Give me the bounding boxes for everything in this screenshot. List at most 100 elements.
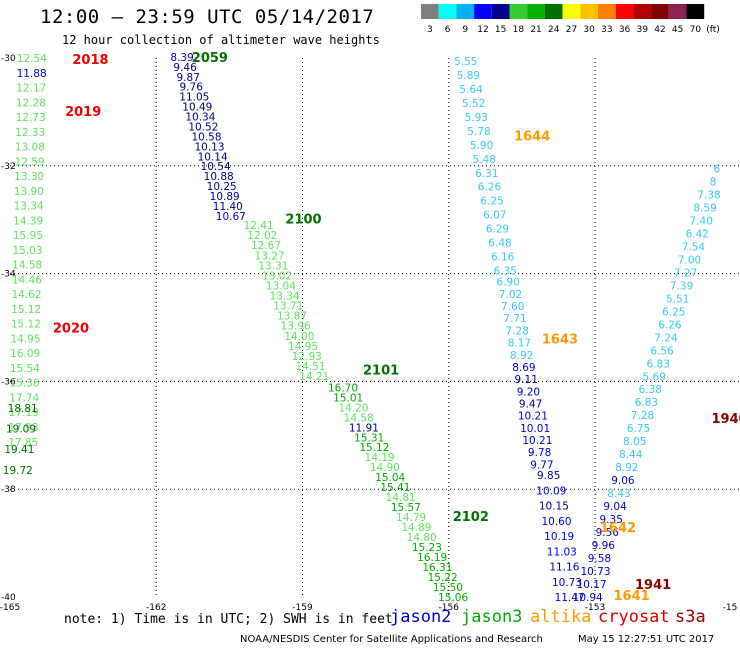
swh-value: 15.36 <box>9 378 39 390</box>
swh-value: 8.92 <box>510 350 533 362</box>
y-tick-label: -30 <box>1 54 16 64</box>
swh-value: 15.03 <box>12 245 42 257</box>
swh-value: 10.88 <box>204 171 234 183</box>
swh-value: 15.57 <box>391 502 421 514</box>
swh-value: 8 <box>710 177 717 189</box>
swh-value: 6 <box>714 164 721 176</box>
x-tick-label: -153 <box>585 603 605 613</box>
pass-time-label: 2101 <box>363 364 399 379</box>
swh-value: 7.02 <box>499 289 522 301</box>
sat-label-s3a: s3a <box>675 607 706 627</box>
swh-value: 13.31 <box>258 260 288 272</box>
swh-value: 6.35 <box>494 265 517 277</box>
legend-swatch-6 <box>438 4 457 19</box>
swh-value: 18.81 <box>8 403 38 415</box>
swh-value: 6.29 <box>486 224 509 236</box>
legend-swatch-15 <box>491 4 510 19</box>
legend-label-24: 24 <box>548 25 560 35</box>
swh-value: 14.80 <box>407 532 437 544</box>
swh-value: 9.56 <box>596 527 620 539</box>
legend-swatch-39 <box>633 4 652 19</box>
legend-swatch-42 <box>651 4 669 19</box>
page-title: 12:00 – 23:59 UTC 05/14/2017 <box>40 6 375 28</box>
swh-value: 6.26 <box>478 182 502 194</box>
x-tick-label: -156 <box>439 603 460 613</box>
pass-time-label: 1941 <box>635 578 671 593</box>
swh-value: 6.83 <box>647 358 670 370</box>
swh-value: 14.58 <box>344 412 374 424</box>
swh-value: 13.27 <box>255 250 285 262</box>
swh-value: 14.21 <box>299 371 329 383</box>
swh-value: 10.01 <box>520 423 550 435</box>
y-tick-label: -34 <box>1 270 16 280</box>
pass-time-label: 2100 <box>285 213 321 228</box>
swh-value: 10.94 <box>573 592 603 604</box>
legend-label-36: 36 <box>619 25 631 35</box>
swh-value: 15.95 <box>13 230 43 242</box>
legend-label-27: 27 <box>566 25 577 35</box>
swh-value: 7.28 <box>506 325 529 337</box>
legend-label-9: 9 <box>462 25 468 35</box>
legend-label-42: 42 <box>654 25 665 35</box>
swh-value: 9.58 <box>588 553 611 565</box>
swh-value: 6.26 <box>658 319 682 331</box>
swh-value: 11.40 <box>213 201 243 213</box>
swh-value: 10.14 <box>198 151 228 163</box>
swh-value: 12.41 <box>244 220 274 232</box>
swh-value: 10.17 <box>577 579 607 591</box>
swh-value: 11.47 <box>555 592 585 604</box>
swh-value: 10.58 <box>191 131 221 143</box>
legend-label-3: 3 <box>427 25 433 35</box>
y-tick-label: -38 <box>1 485 16 495</box>
pass-time-label: 2102 <box>453 510 489 525</box>
sat-label-jason3: jason3 <box>461 607 523 627</box>
legend-swatch-30 <box>580 4 598 19</box>
swh-value: 6.56 <box>650 345 674 357</box>
pass-time-label: 1940 <box>712 412 740 427</box>
swh-value: 14.46 <box>12 274 42 286</box>
swh-value: 13.71 <box>273 301 303 313</box>
x-tick-label: -162 <box>146 603 166 613</box>
swh-value: 8.17 <box>508 338 531 350</box>
swh-value: 14.81 <box>386 492 416 504</box>
swh-value: 9.78 <box>528 447 551 459</box>
swh-value: 11.16 <box>549 562 579 574</box>
swh-value: 11.03 <box>547 546 577 558</box>
swh-value: 17.85 <box>8 437 38 449</box>
swh-value: 8.59 <box>693 202 716 214</box>
x-tick-label: -159 <box>292 603 313 613</box>
swh-value: 10.09 <box>536 485 566 497</box>
swh-value: 12.73 <box>16 112 46 124</box>
swh-value: 6.16 <box>491 251 515 263</box>
pass-time-label: 1643 <box>542 332 578 347</box>
swh-value: 6.07 <box>483 210 506 222</box>
y-tick-label: -40 <box>1 593 16 603</box>
swh-value: 19.41 <box>4 444 34 456</box>
generated-timestamp: May 15 12:27:51 UTC 2017 <box>578 634 715 645</box>
swh-value: 14.00 <box>284 331 314 343</box>
swh-value: 9.85 <box>537 470 560 482</box>
legend-label-12: 12 <box>477 25 488 35</box>
page-subtitle: 12 hour collection of altimeter wave hei… <box>62 33 380 47</box>
legend-swatch-70 <box>686 4 705 19</box>
swh-value: 13.08 <box>15 142 45 154</box>
swh-value: 12.93 <box>292 351 322 363</box>
swh-value: 10.21 <box>518 411 548 423</box>
swh-value: 9.35 <box>600 514 623 526</box>
legend-label-21: 21 <box>530 25 541 35</box>
legend-swatch-12 <box>474 4 492 19</box>
legend-unit: (ft) <box>706 25 720 35</box>
swh-value: 13.90 <box>14 186 44 198</box>
swh-value: 7.24 <box>654 332 678 344</box>
swh-value: 12.02 <box>247 230 277 242</box>
swh-value: 6.83 <box>635 397 658 409</box>
swh-value: 19.72 <box>3 465 33 477</box>
swh-value: 7.54 <box>682 241 706 253</box>
swh-value: 17.74 <box>9 393 39 405</box>
swh-value: 5.64 <box>459 84 483 96</box>
swh-value: 9.76 <box>180 82 204 94</box>
swh-value: 7.60 <box>501 301 524 313</box>
y-tick-label: -32 <box>1 162 16 172</box>
swh-value: 14.79 <box>396 512 426 524</box>
legend-label-18: 18 <box>513 25 525 35</box>
